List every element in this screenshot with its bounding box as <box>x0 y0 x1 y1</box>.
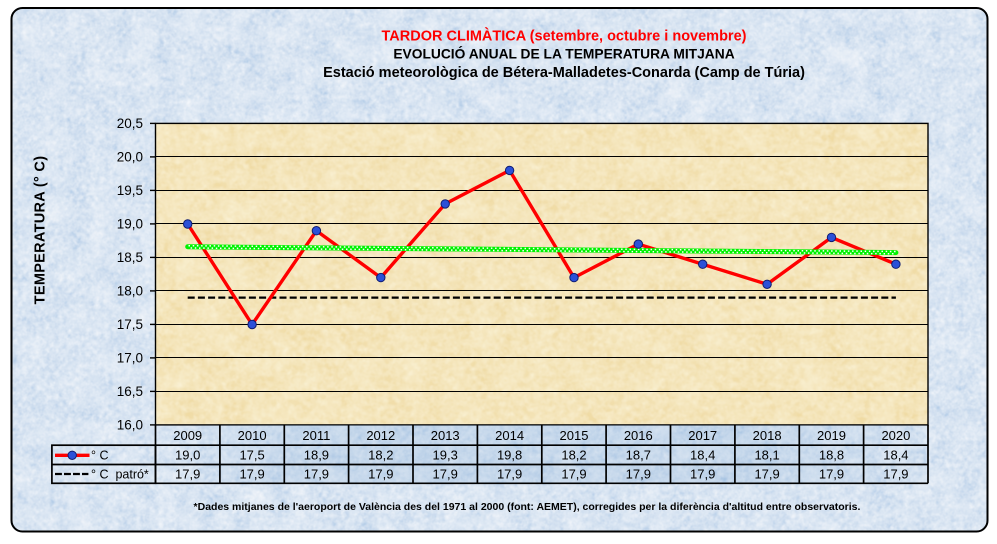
svg-text:17,0: 17,0 <box>117 351 143 366</box>
svg-text:19,5: 19,5 <box>117 183 143 198</box>
svg-text:2015: 2015 <box>560 428 589 443</box>
svg-text:2016: 2016 <box>624 428 653 443</box>
svg-text:16,5: 16,5 <box>117 384 143 399</box>
svg-text:19,0: 19,0 <box>117 217 143 232</box>
svg-text:2010: 2010 <box>238 428 267 443</box>
svg-text:Estació meteorològica de Béter: Estació meteorològica de Bétera-Malladet… <box>323 65 805 81</box>
svg-text:18,5: 18,5 <box>117 250 143 265</box>
svg-text:18,1: 18,1 <box>754 448 779 463</box>
svg-text:18,2: 18,2 <box>561 448 586 463</box>
svg-text:17,9: 17,9 <box>883 467 908 482</box>
svg-text:17,9: 17,9 <box>561 467 586 482</box>
svg-text:17,9: 17,9 <box>754 467 779 482</box>
svg-text:17,9: 17,9 <box>368 467 393 482</box>
svg-text:18,0: 18,0 <box>117 284 143 299</box>
svg-text:16,0: 16,0 <box>117 418 143 433</box>
svg-text:2012: 2012 <box>366 428 395 443</box>
svg-text:18,4: 18,4 <box>690 448 715 463</box>
svg-text:TEMPERATURA (° C): TEMPERATURA (° C) <box>33 156 49 305</box>
svg-text:2014: 2014 <box>495 428 524 443</box>
svg-text:17,9: 17,9 <box>433 467 458 482</box>
svg-text:17,9: 17,9 <box>690 467 715 482</box>
svg-text:19,0: 19,0 <box>175 448 200 463</box>
svg-text:17,9: 17,9 <box>819 467 844 482</box>
svg-text:18,2: 18,2 <box>368 448 393 463</box>
svg-text:19,3: 19,3 <box>433 448 458 463</box>
svg-text:18,7: 18,7 <box>626 448 651 463</box>
svg-text:TARDOR CLIMÀTICA (setembre, oc: TARDOR CLIMÀTICA (setembre, octubre i no… <box>382 28 747 45</box>
svg-text:2018: 2018 <box>753 428 782 443</box>
svg-text:2013: 2013 <box>431 428 460 443</box>
svg-text:2017: 2017 <box>688 428 717 443</box>
svg-text:17,9: 17,9 <box>239 467 264 482</box>
svg-text:17,9: 17,9 <box>175 467 200 482</box>
svg-text:17,5: 17,5 <box>239 448 264 463</box>
svg-text:2011: 2011 <box>302 428 330 443</box>
svg-text:20,5: 20,5 <box>117 116 143 131</box>
svg-text:° C patró*: ° C patró* <box>91 468 149 482</box>
svg-text:2009: 2009 <box>173 428 202 443</box>
svg-text:19,8: 19,8 <box>497 448 522 463</box>
svg-text:EVOLUCIÓ ANUAL DE LA TEMPERATU: EVOLUCIÓ ANUAL DE LA TEMPERATURA MITJANA <box>393 45 734 62</box>
svg-text:17,5: 17,5 <box>117 317 143 332</box>
svg-text:° C: ° C <box>91 449 109 463</box>
svg-text:18,9: 18,9 <box>304 448 329 463</box>
svg-text:17,9: 17,9 <box>626 467 651 482</box>
svg-text:*Dades mitjanes de l'aeroport: *Dades mitjanes de l'aeroport de Valènci… <box>194 501 861 513</box>
svg-text:17,9: 17,9 <box>304 467 329 482</box>
svg-text:2019: 2019 <box>817 428 846 443</box>
svg-text:18,4: 18,4 <box>883 448 908 463</box>
svg-text:2020: 2020 <box>881 428 910 443</box>
svg-text:18,8: 18,8 <box>819 448 844 463</box>
svg-text:17,9: 17,9 <box>497 467 522 482</box>
svg-text:20,0: 20,0 <box>117 150 143 165</box>
